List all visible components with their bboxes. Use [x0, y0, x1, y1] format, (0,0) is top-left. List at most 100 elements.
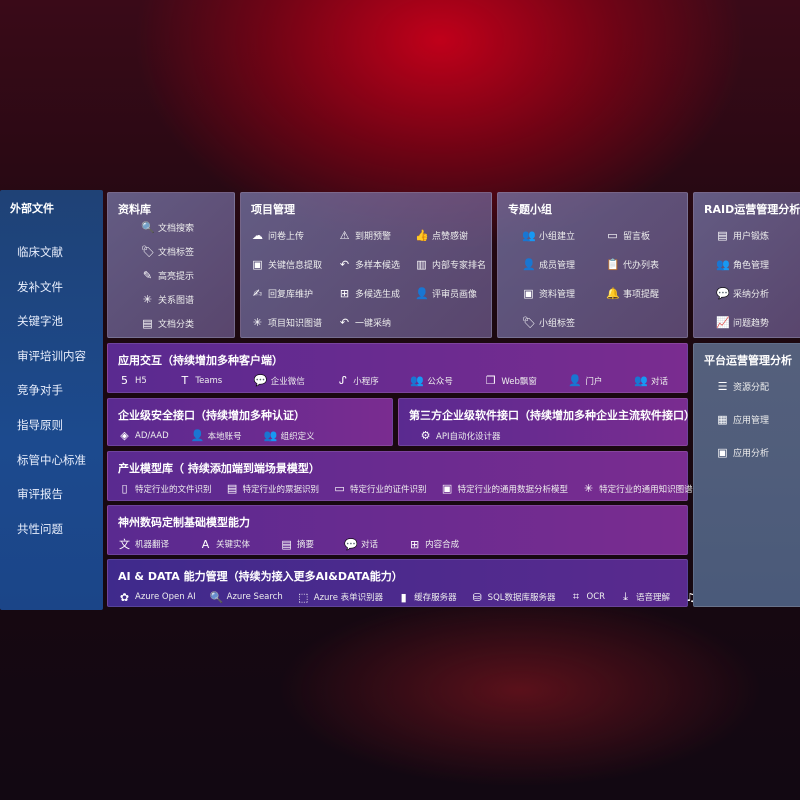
app-item[interactable]: 👤 门户 — [568, 374, 602, 387]
database-icon: ⛁ — [472, 590, 482, 604]
project-item[interactable]: ▣ 关键信息提取 — [251, 258, 338, 271]
group-item[interactable]: 👥 小组建立 — [522, 229, 606, 242]
third-item-label: API自动化设计器 — [436, 431, 501, 442]
external-file-item[interactable]: 发补文件 — [17, 279, 63, 294]
app-item-label: H5 — [135, 375, 147, 386]
industry-item[interactable]: ▣ 特定行业的通用数据分析模型 — [441, 482, 568, 495]
security-item-label: 本地账号 — [207, 431, 242, 442]
project-item-label: 项目知识图谱 — [268, 319, 323, 329]
aidata-item[interactable]: ✿ Azure Open AI — [118, 590, 196, 604]
project-item[interactable]: ✍ 回复库维护 — [251, 287, 338, 300]
security-item[interactable]: 👤 本地账号 — [191, 429, 242, 442]
library-item-label: 关系图谱 — [158, 296, 195, 306]
app-item[interactable]: T Teams — [178, 374, 222, 387]
graph-icon: ✳ — [142, 293, 153, 306]
app-item[interactable]: ❐ Web飘窗 — [484, 374, 537, 387]
third-item[interactable]: ⚙ API自动化设计器 — [419, 429, 501, 442]
external-file-item[interactable]: 审评培训内容 — [17, 348, 86, 363]
folder-icon: ▣ — [523, 287, 534, 300]
library-item[interactable]: ▤ 文档分类 — [141, 317, 194, 330]
group-item[interactable]: 🏷 小组标签 — [522, 316, 606, 329]
external-file-item[interactable]: 竞争对手 — [17, 383, 63, 398]
app-item-label: 小程序 — [353, 376, 379, 387]
project-item[interactable]: ↶ 多样本候选 — [338, 258, 415, 271]
external-files-panel: 外部文件 临床文献 发补文件 关键字池 审评培训内容 竞争对手 指导原则 标管中心标准 审评报… — [0, 190, 103, 610]
raid-item[interactable]: 💬 采纳分析 — [716, 287, 769, 300]
base-item[interactable]: 文机器翻译 — [118, 536, 169, 552]
industry-item-label: 特定行业的证件识别 — [350, 484, 427, 495]
project-item[interactable]: ⊞ 多候选生成 — [338, 287, 415, 300]
library-item[interactable]: ✳ 关系图谱 — [141, 293, 194, 306]
base-item[interactable]: 💬 对话 — [344, 536, 378, 552]
app-item-label: Web飘窗 — [501, 376, 537, 387]
entity-icon: A — [201, 537, 210, 551]
library-item-label: 文档搜索 — [158, 224, 195, 234]
industry-item[interactable]: ▤ 特定行业的票据识别 — [226, 482, 319, 495]
group-item-label: 事项提醒 — [623, 290, 660, 300]
tag-icon: 🏷 — [522, 316, 536, 329]
app-item[interactable]: 👥 公众号 — [410, 374, 453, 387]
raid-item[interactable]: ▤ 用户锻炼 — [716, 229, 769, 242]
project-item[interactable]: ✳ 项目知识图谱 — [251, 316, 338, 329]
aidata-item[interactable]: ▮ 缓存服务器 — [397, 590, 457, 604]
edit-icon: ✍ — [252, 287, 263, 300]
project-item[interactable]: 👤 评审员画像 — [415, 287, 495, 300]
security-item[interactable]: ◈ AD/AAD — [118, 429, 169, 442]
app-item[interactable]: 5 H5 — [118, 374, 147, 387]
project-item-label: 多样本候选 — [355, 261, 401, 271]
app-item[interactable]: 💬 企业微信 — [254, 374, 305, 387]
industry-model-title: 产业模型库（ 持续添加端到端场景模型） — [118, 462, 320, 475]
security-item[interactable]: 👥 组织定义 — [264, 429, 315, 442]
industry-item[interactable]: ▯ 特定行业的文件识别 — [118, 482, 211, 495]
aidata-item[interactable]: ⌗ OCR — [570, 590, 605, 604]
base-model-title: 神州数码定制基础模型能力 — [118, 516, 250, 529]
security-item-label: AD/AAD — [135, 430, 169, 441]
project-item[interactable]: ☁ 问卷上传 — [251, 229, 338, 242]
org-icon: 👥 — [263, 429, 278, 442]
external-file-item[interactable]: 关键字池 — [17, 314, 63, 329]
base-item-label: 内容合成 — [425, 540, 460, 550]
project-item-label: 关键信息提取 — [268, 261, 323, 271]
group-title: 专题小组 — [508, 203, 552, 216]
app-item[interactable]: ᔑ 小程序 — [336, 374, 379, 387]
industry-item[interactable]: ▭ 特定行业的证件识别 — [333, 482, 427, 495]
form-icon: ⬚ — [298, 590, 309, 604]
group-item[interactable]: ▭ 留言板 — [606, 229, 690, 242]
library-item[interactable]: 🔍 文档搜索 — [141, 221, 194, 234]
external-file-item[interactable]: 审评报告 — [17, 487, 63, 502]
base-item[interactable]: ▤ 摘要 — [280, 536, 314, 552]
group-item[interactable]: 🔔 事项提醒 — [606, 287, 690, 300]
platform-item[interactable]: ▦ 应用管理 — [716, 413, 769, 426]
receipt-icon: ▤ — [226, 482, 238, 495]
platform-item[interactable]: ▣ 应用分析 — [716, 446, 769, 459]
library-item[interactable]: 🏷 文档标签 — [141, 245, 194, 258]
app-item-label: 企业微信 — [270, 376, 305, 387]
library-item[interactable]: ✎ 高亮提示 — [141, 269, 194, 282]
aidata-item[interactable]: ⛁ SQL数据库服务器 — [471, 590, 556, 604]
project-item[interactable]: ⚠ 到期预警 — [338, 229, 415, 242]
project-item[interactable]: 👍 点赞感谢 — [415, 229, 495, 242]
external-file-item[interactable]: 标管中心标准 — [17, 452, 86, 467]
external-file-item[interactable]: 临床文献 — [17, 245, 63, 259]
puzzle-icon: ⊞ — [409, 537, 420, 551]
project-item[interactable]: ↶ 一键采纳 — [338, 316, 415, 329]
security-item-label: 组织定义 — [280, 431, 315, 442]
raid-title: RAID运营管理分析 — [704, 203, 800, 216]
group-item[interactable]: 👤 成员管理 — [522, 258, 606, 271]
group-item[interactable]: ▣ 资料管理 — [522, 287, 606, 300]
app-item[interactable]: 👥 对话 — [634, 374, 668, 387]
base-item[interactable]: ⊞ 内容合成 — [408, 536, 459, 552]
industry-item[interactable]: ✳ 特定行业的通用知识图谱模型 — [582, 482, 710, 495]
raid-item[interactable]: 👥 角色管理 — [716, 258, 769, 271]
aidata-item[interactable]: ⬚ Azure 表单识别器 — [297, 590, 383, 604]
platform-item[interactable]: ☰ 资源分配 — [716, 380, 769, 393]
external-file-item[interactable]: 共性问题 — [17, 521, 63, 536]
aidata-item[interactable]: 🔍 Azure Search — [210, 590, 283, 604]
external-file-item[interactable]: 指导原则 — [17, 418, 63, 432]
project-item[interactable]: ▥ 内部专家排名 — [415, 258, 495, 271]
app-item-label: 门户 — [585, 376, 603, 387]
group-item[interactable]: 📋 代办列表 — [606, 258, 690, 271]
raid-item[interactable]: 📈 问题趋势 — [716, 316, 769, 329]
base-item[interactable]: A 关键实体 — [199, 536, 250, 552]
aidata-item[interactable]: ⤓ 语音理解 — [619, 590, 670, 604]
